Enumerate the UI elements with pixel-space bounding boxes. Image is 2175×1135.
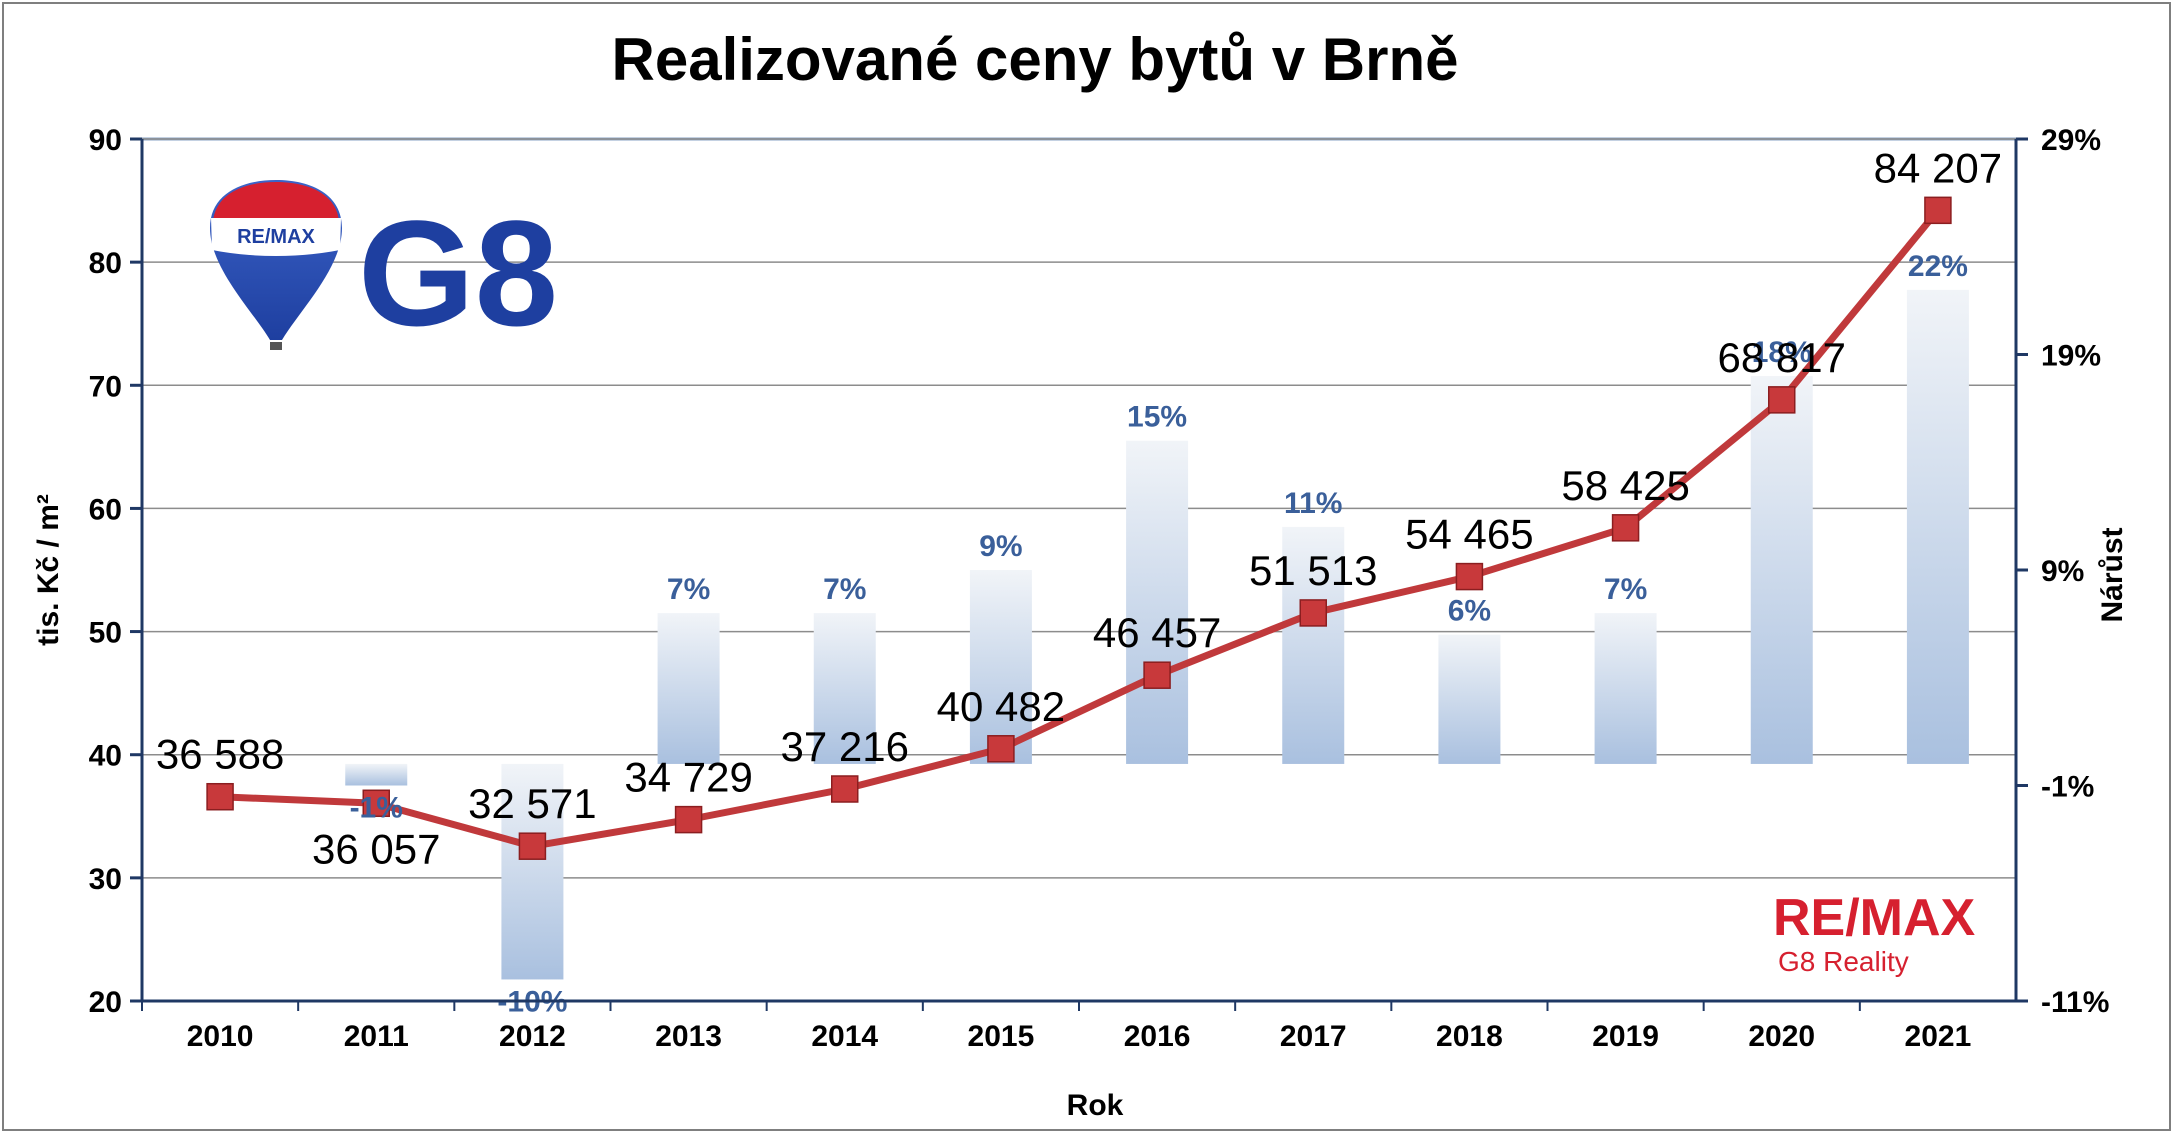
growth-label: -1% (350, 792, 403, 825)
growth-label: 7% (823, 573, 866, 606)
price-marker (831, 775, 859, 803)
growth-label: 22% (1908, 250, 1968, 283)
left-tick-label: 50 (89, 617, 122, 650)
chart-title: Realizované ceny bytů v Brně (612, 26, 1459, 93)
balloon-white-band (211, 218, 341, 256)
x-tick-label: 2021 (1905, 1020, 1972, 1053)
price-marker (987, 735, 1015, 763)
right-tick-label: 19% (2041, 340, 2101, 373)
growth-label: 7% (667, 573, 710, 606)
right-tick-label: -11% (2041, 986, 2109, 1019)
price-marker (1299, 599, 1327, 627)
price-label: 58 425 (1561, 462, 1689, 509)
growth-bar (1750, 376, 1813, 764)
left-tick-label: 80 (89, 247, 122, 280)
growth-bar (813, 613, 876, 764)
left-axis: 20 30 40 50 60 70 80 90 (89, 124, 142, 1019)
growth-label: 9% (979, 530, 1022, 563)
price-label: 37 216 (781, 723, 909, 770)
x-tick-label: 2018 (1436, 1020, 1503, 1053)
growth-bar (1282, 526, 1345, 764)
growth-label: 11% (1284, 487, 1342, 520)
price-marker (206, 782, 234, 811)
price-marker (1611, 514, 1640, 542)
price-marker (1924, 196, 1952, 225)
y-axis-left-title: tis. Kč / m² (32, 494, 65, 646)
x-tick-label: 2011 (344, 1020, 409, 1053)
x-tick-label: 2014 (811, 1020, 878, 1053)
right-axis: -11% -1% 9% 19% 29% (2016, 124, 2109, 1019)
growth-bar (969, 570, 1032, 764)
x-tick-label: 2015 (968, 1020, 1035, 1053)
left-tick-label: 30 (89, 863, 122, 896)
x-tick-label: 2016 (1124, 1020, 1191, 1053)
x-axis-title: Rok (1067, 1089, 1124, 1122)
x-tick-label: 2013 (655, 1020, 722, 1053)
growth-bar (1126, 440, 1189, 764)
price-label: 84 207 (1874, 144, 2002, 191)
price-marker (362, 789, 390, 818)
price-marker (1143, 661, 1171, 689)
growth-label: 18% (1752, 336, 1812, 369)
growth-bar (657, 613, 720, 764)
price-label: 36 588 (156, 731, 284, 778)
right-tick-label: 29% (2041, 124, 2101, 157)
growth-label: 7% (1604, 573, 1647, 606)
gridlines (142, 138, 2016, 879)
remax-logo-text: RE/MAX (1773, 889, 1976, 947)
left-tick-label: 60 (89, 493, 122, 526)
x-tick-label: 2017 (1280, 1020, 1347, 1053)
remax-balloon-logo: RE/MAX (210, 180, 342, 350)
left-tick-label: 40 (89, 740, 122, 773)
growth-bar (1906, 289, 1969, 764)
growth-bar (1594, 613, 1657, 764)
growth-label: 15% (1127, 401, 1187, 434)
remax-logo-subtitle: G8 Reality (1778, 946, 1909, 977)
growth-bar (501, 763, 564, 980)
line-data-labels: 36 588 36 057 32 571 34 729 37 216 40 482 46 4… (156, 144, 2002, 872)
balloon-basket (270, 342, 282, 350)
price-marker (674, 805, 703, 834)
right-tick-label: -1% (2041, 771, 2094, 804)
line-series (206, 196, 1952, 860)
price-label: 40 482 (937, 683, 1065, 730)
price-marker (1455, 562, 1484, 591)
price-label: 51 513 (1249, 547, 1377, 594)
price-label: 54 465 (1405, 511, 1533, 558)
x-tick-label: 2020 (1748, 1020, 1815, 1053)
price-label: 32 571 (468, 780, 596, 827)
growth-label: 6% (1448, 595, 1491, 628)
x-tick-label: 2010 (187, 1020, 254, 1053)
price-marker (518, 832, 547, 860)
y-axis-right-title: Nárůst (2096, 527, 2129, 622)
growth-bar (345, 763, 408, 786)
bar-series (345, 289, 1969, 980)
price-label: 68 817 (1718, 334, 1846, 381)
price-label: 46 457 (1093, 609, 1221, 656)
left-tick-label: 70 (89, 370, 122, 403)
left-tick-label: 90 (89, 124, 122, 157)
x-tick-label: 2019 (1592, 1020, 1659, 1053)
balloon-text: RE/MAX (237, 226, 315, 248)
x-tick-label: 2012 (499, 1020, 566, 1053)
balloon-red-band (213, 182, 339, 222)
g8-logo-text: G8 (358, 189, 558, 357)
price-label: 34 729 (624, 754, 752, 801)
price-label: 36 057 (312, 825, 440, 872)
x-axis: 2010 2011 2012 2013 2014 2015 2016 2017 2018 2019… (141, 1001, 1972, 1053)
growth-bar (1438, 634, 1501, 764)
price-line (219, 208, 1941, 850)
price-marker (1768, 386, 1796, 414)
right-tick-label: 9% (2041, 555, 2084, 588)
left-tick-label: 20 (89, 986, 122, 1019)
